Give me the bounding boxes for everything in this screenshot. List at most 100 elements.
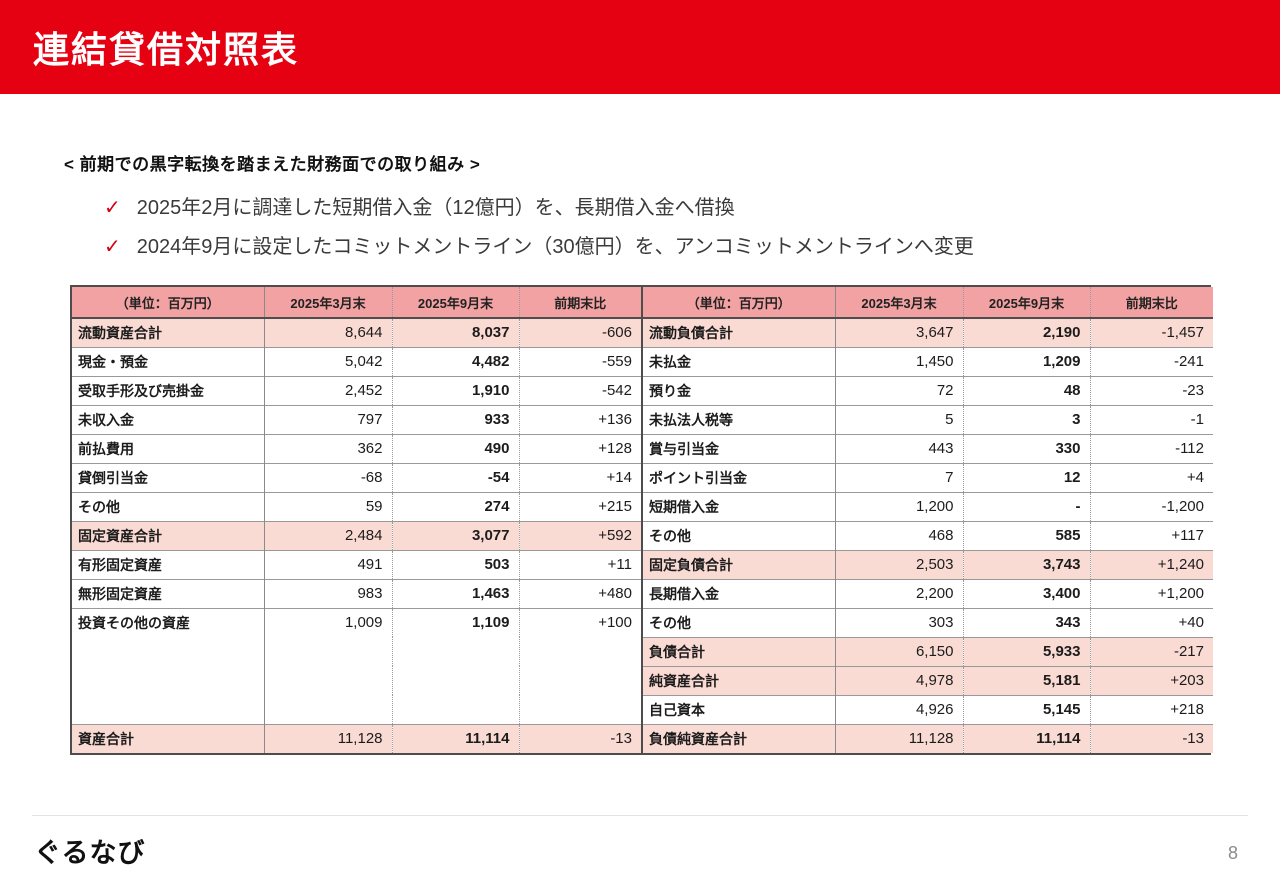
liabilities-sep2025-cell: 1,209: [963, 346, 1091, 376]
assets-mar2025-cell: 1,009: [264, 607, 393, 637]
assets-header-cell: （単位：百万円）: [72, 287, 265, 319]
page-number: 8: [1227, 843, 1238, 863]
assets-row: 受取手形及び売掛金 2,452 1,910 -542: [72, 375, 642, 405]
assets-sep2025-cell: 11,114: [392, 723, 520, 753]
assets-row: 貸倒引当金 -68 -54 +14: [72, 462, 642, 492]
assets-mar2025-cell: [264, 666, 393, 695]
assets-label-cell: 未収入金: [72, 404, 265, 434]
liabilities-row: その他 468 585 +117: [643, 520, 1213, 550]
liabilities-mar2025-cell: 11,128: [835, 723, 964, 753]
bullet-item: ✓ 2025年2月に調達した短期借入金（12億円）を、長期借入金へ借換: [104, 189, 1214, 228]
assets-label-cell: [72, 637, 265, 666]
liabilities-diff-cell: -1,457: [1090, 318, 1213, 347]
balance-sheet-tables: （単位：百万円） 2025年3月末 2025年9月末 前期末比 流動資産合計 8,644 8…: [70, 285, 1213, 755]
liabilities-sep2025-cell: 3: [963, 404, 1091, 434]
liabilities-label-cell: ポイント引当金: [643, 462, 836, 492]
liabilities-mar2025-cell: 468: [835, 520, 964, 550]
liabilities-label-cell: 負債純資産合計: [643, 723, 836, 753]
liabilities-sep2025-cell: 2,190: [963, 318, 1091, 347]
assets-mar2025-cell: 491: [264, 549, 393, 579]
liabilities-label-cell: その他: [643, 520, 836, 550]
liabilities-mar2025-cell: 6,150: [835, 636, 964, 666]
liabilities-mar2025-cell: 5: [835, 404, 964, 434]
assets-mar2025-cell: 5,042: [264, 346, 393, 376]
assets-empty-row: [72, 695, 642, 724]
assets-row: 未収入金 797 933 +136: [72, 404, 642, 434]
assets-label-cell: 現金・預金: [72, 346, 265, 376]
assets-mar2025-cell: 362: [264, 433, 393, 463]
liabilities-header-row: （単位：百万円） 2025年3月末 2025年9月末 前期末比: [643, 287, 1213, 319]
liabilities-sep2025-cell: 5,181: [963, 665, 1091, 695]
assets-header-cell: 2025年9月末: [392, 287, 520, 319]
gurunavi-logo: ぐるなび: [34, 838, 146, 868]
liabilities-header-cell: 2025年9月末: [963, 287, 1091, 319]
slide-title-bar: 連結貸借対照表: [0, 0, 1280, 94]
assets-sep2025-cell: [392, 666, 520, 695]
assets-label-cell: その他: [72, 491, 265, 521]
assets-sep2025-cell: 503: [392, 549, 520, 579]
assets-mar2025-cell: [264, 695, 393, 724]
liabilities-header-cell: 2025年3月末: [835, 287, 964, 319]
liabilities-label-cell: 預り金: [643, 375, 836, 405]
liabilities-diff-cell: -1: [1090, 404, 1213, 434]
assets-label-cell: 資産合計: [72, 723, 265, 753]
assets-sep2025-cell: 3,077: [392, 520, 520, 550]
liabilities-label-cell: 賞与引当金: [643, 433, 836, 463]
assets-sep2025-cell: 8,037: [392, 318, 520, 347]
liabilities-diff-cell: +40: [1090, 607, 1213, 637]
bullet-text: 2025年2月に調達した短期借入金（12億円）を、長期借入金へ借換: [136, 197, 735, 219]
liabilities-row: 賞与引当金 443 330 -112: [643, 433, 1213, 463]
bullet-text: 2024年9月に設定したコミットメントライン（30億円）を、アンコミットメントラ…: [136, 236, 974, 258]
liabilities-row: 負債合計 6,150 5,933 -217: [643, 636, 1213, 666]
intro-section: < 前期での黒字転換を踏まえた財務面での取り組み > ✓ 2025年2月に調達した…: [64, 150, 1214, 267]
section-heading: < 前期での黒字転換を踏まえた財務面での取り組み >: [64, 155, 481, 174]
assets-label-cell: 有形固定資産: [72, 549, 265, 579]
liabilities-diff-cell: +218: [1090, 694, 1213, 724]
assets-sep2025-cell: 4,482: [392, 346, 520, 376]
liabilities-row: 自己資本 4,926 5,145 +218: [643, 694, 1213, 724]
assets-diff-cell: -13: [519, 723, 642, 753]
assets-mar2025-cell: 797: [264, 404, 393, 434]
bullet-list: ✓ 2025年2月に調達した短期借入金（12億円）を、長期借入金へ借換 ✓ 2024年…: [64, 189, 1214, 267]
liabilities-sep2025-cell: 5,933: [963, 636, 1091, 666]
liabilities-row: その他 303 343 +40: [643, 607, 1213, 637]
assets-diff-cell: -542: [519, 375, 642, 405]
liabilities-mar2025-cell: 443: [835, 433, 964, 463]
liabilities-row: 短期借入金 1,200- -1,200: [643, 491, 1213, 521]
liabilities-mar2025-cell: 72: [835, 375, 964, 405]
assets-label-cell: 受取手形及び売掛金: [72, 375, 265, 405]
bullet-item: ✓ 2024年9月に設定したコミットメントライン（30億円）を、アンコミットメント…: [104, 228, 1214, 267]
liabilities-mar2025-cell: 4,926: [835, 694, 964, 724]
liabilities-sep2025-cell: 48: [963, 375, 1091, 405]
liabilities-label-cell: 純資産合計: [643, 665, 836, 695]
assets-label-cell: 貸倒引当金: [72, 462, 265, 492]
liabilities-mar2025-cell: 1,200: [835, 491, 964, 521]
page-title: 連結貸借対照表: [33, 29, 300, 70]
liabilities-label-cell: 固定負債合計: [643, 549, 836, 579]
assets-diff-cell: [519, 695, 642, 724]
assets-diff-cell: +592: [519, 520, 642, 550]
assets-sep2025-cell: 1,910: [392, 375, 520, 405]
check-icon: ✓: [104, 197, 121, 219]
assets-row: 固定資産合計 2,484 3,077 +592: [72, 520, 642, 550]
assets-mar2025-cell: [264, 637, 393, 666]
liabilities-mar2025-cell: 303: [835, 607, 964, 637]
liabilities-diff-cell: +203: [1090, 665, 1213, 695]
liabilities-sep2025-cell: 3,743: [963, 549, 1091, 579]
assets-diff-cell: +136: [519, 404, 642, 434]
liabilities-row: 長期借入金 2,200 3,400 +1,200: [643, 578, 1213, 608]
assets-row: その他 59 274 +215: [72, 491, 642, 521]
liabilities-mar2025-cell: 2,200: [835, 578, 964, 608]
liabilities-diff-cell: +1,200: [1090, 578, 1213, 608]
liabilities-table: （単位：百万円） 2025年3月末 2025年9月末 前期末比 流動負債合計 3,647 2…: [643, 287, 1213, 753]
assets-diff-cell: +128: [519, 433, 642, 463]
assets-row: 現金・預金 5,042 4,482 -559: [72, 346, 642, 376]
assets-mar2025-cell: 11,128: [264, 723, 393, 753]
assets-diff-cell: +14: [519, 462, 642, 492]
assets-sep2025-cell: 933: [392, 404, 520, 434]
liabilities-mar2025-cell: 4,978: [835, 665, 964, 695]
assets-diff-cell: +480: [519, 578, 642, 608]
assets-sep2025-cell: [392, 695, 520, 724]
assets-diff-cell: -559: [519, 346, 642, 376]
assets-empty-row: [72, 666, 642, 695]
